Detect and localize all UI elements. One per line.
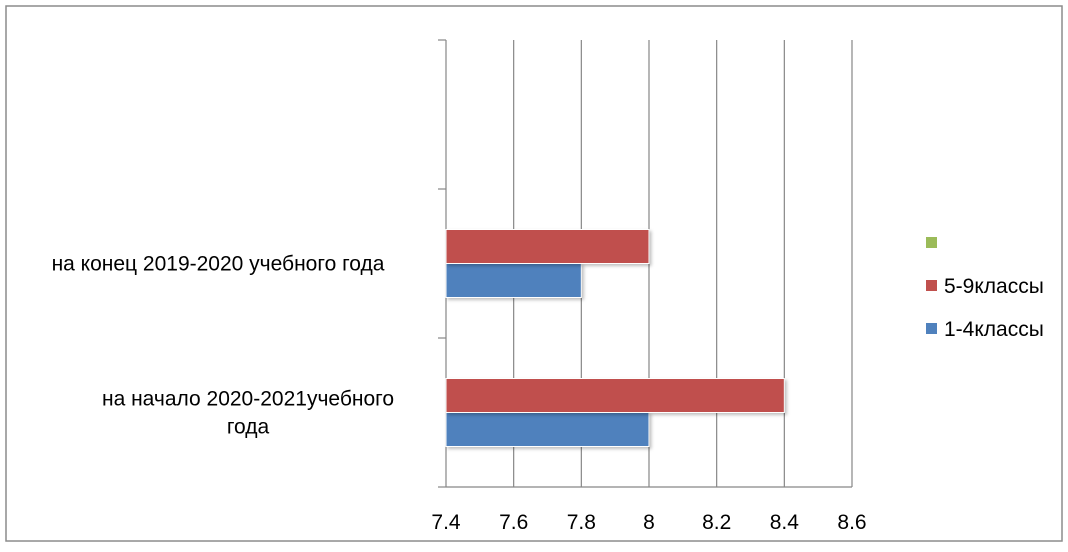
legend-label: 5-9классы <box>944 275 1044 298</box>
bar-5-9классы-1 <box>445 378 785 413</box>
bars <box>445 229 785 447</box>
x-tick-label: 7.4 <box>431 511 461 534</box>
legend-label: 1-4классы <box>944 318 1044 341</box>
bar-1-4классы-1 <box>445 412 650 447</box>
x-tick-label: 7.6 <box>499 511 528 534</box>
bar-1-4классы-0 <box>445 263 582 298</box>
x-tick-labels: 7.4 7.6 7.8 8 8.2 8.4 8.6 <box>431 511 866 534</box>
legend-swatch <box>926 280 937 291</box>
x-tick-label: 8 <box>643 511 655 534</box>
x-tick-label: 8.6 <box>837 511 866 534</box>
legend-swatch <box>926 237 937 248</box>
category-label: на начало 2020-2021учебного <box>102 388 394 411</box>
category-label: на конец 2019-2020 учебного года <box>52 253 385 276</box>
bar-5-9классы-0 <box>445 229 650 264</box>
category-label: года <box>227 416 270 439</box>
x-tick-label: 8.2 <box>702 511 731 534</box>
x-tick-label: 8.4 <box>770 511 800 534</box>
legend-swatch <box>926 323 937 334</box>
legend: 5-9классы 1-4классы <box>926 237 1044 341</box>
x-tick-label: 7.8 <box>567 511 596 534</box>
category-labels: на конец 2019-2020 учебного года на начал… <box>52 253 394 439</box>
